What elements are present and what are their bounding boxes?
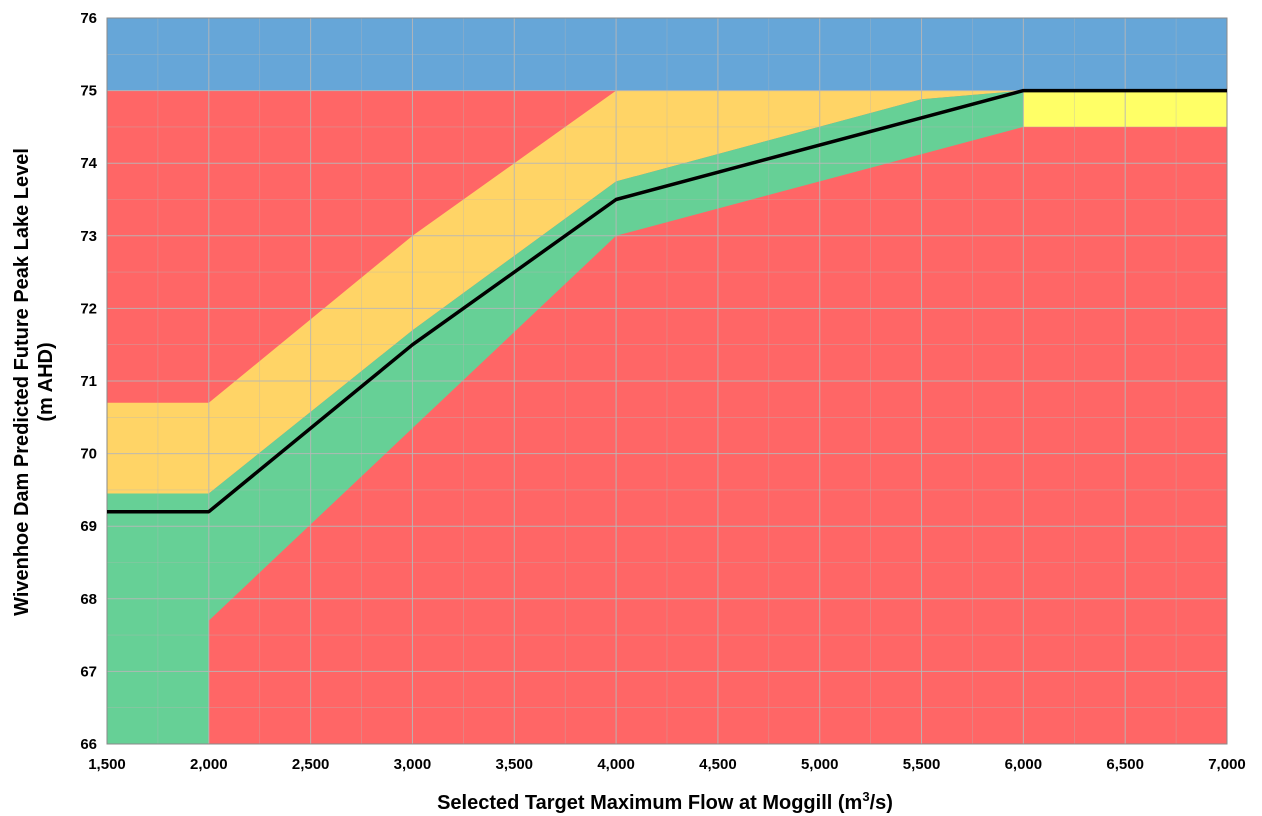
y-axis-title-line-1: Wivenhoe Dam Predicted Future Peak Lake … — [11, 148, 33, 616]
x-tick-label: 5,000 — [801, 756, 839, 773]
x-tick-label: 4,000 — [597, 756, 635, 773]
y-tick-label: 69 — [80, 518, 97, 535]
x-tick-label: 1,500 — [88, 756, 126, 773]
x-tick-label: 2,500 — [292, 756, 330, 773]
x-tick-label: 7,000 — [1208, 756, 1246, 773]
y-tick-label: 76 — [80, 10, 97, 27]
y-tick-label: 70 — [80, 446, 97, 463]
y-tick-labels: 66 67 68 69 70 71 72 73 74 75 76 — [80, 10, 97, 753]
y-tick-label: 67 — [80, 663, 97, 680]
x-tick-label: 6,000 — [1005, 756, 1043, 773]
x-tick-label: 4,500 — [699, 756, 737, 773]
series-line-0 — [107, 88, 1227, 514]
y-axis-title: Wivenhoe Dam Predicted Future Peak Lake … — [11, 148, 57, 616]
grid-lines — [106, 17, 1228, 745]
x-tick-label: 6,500 — [1106, 756, 1144, 773]
series-lines — [107, 88, 1227, 514]
y-tick-label: 75 — [80, 83, 97, 100]
plot-border — [106, 17, 1228, 745]
y-tick-label: 72 — [80, 300, 97, 317]
x-tick-label: 2,000 — [190, 756, 228, 773]
y-tick-label: 71 — [80, 373, 97, 390]
x-tick-labels: 1,500 2,000 2,500 3,000 3,500 4,000 4,500 5,000… — [88, 756, 1246, 773]
x-tick-label: 3,500 — [495, 756, 533, 773]
x-tick-label: 5,500 — [903, 756, 941, 773]
y-tick-label: 74 — [80, 155, 97, 172]
x-tick-label: 3,000 — [394, 756, 432, 773]
y-tick-label: 73 — [80, 228, 97, 245]
y-tick-label: 66 — [80, 736, 97, 753]
y-tick-label: 68 — [80, 591, 97, 608]
y-axis-title-line-2: (m AHD) — [35, 342, 57, 421]
x-axis-title: Selected Target Maximum Flow at Moggill … — [437, 789, 893, 814]
